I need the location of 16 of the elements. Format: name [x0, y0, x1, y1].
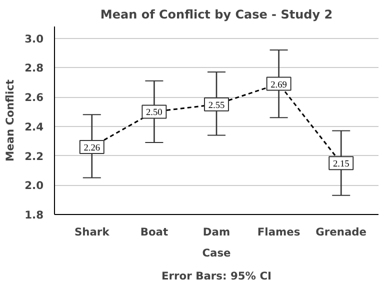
x-tick-label: Boat: [140, 226, 168, 238]
y-tick-label: 1.8: [24, 208, 44, 222]
y-tick-label: 2.6: [24, 91, 44, 104]
x-tick-label: Dam: [202, 226, 230, 238]
x-tick-label: Grenade: [316, 226, 367, 238]
y-axis-title: Mean Conflict: [4, 79, 17, 162]
x-tick-label: Shark: [74, 226, 110, 238]
x-axis-title: Case: [202, 246, 231, 260]
text: Error Bars: 95% CI: [162, 270, 272, 282]
chart-title: Mean of Conflict by Case - Study 2: [100, 8, 333, 22]
y-tick-label: 2.4: [24, 120, 44, 134]
y-tick-label: 2.0: [24, 179, 44, 192]
y-tick-label: 2.2: [24, 150, 44, 163]
x-tick-label: Flames: [257, 226, 300, 238]
y-tick-label: 2.8: [24, 62, 44, 75]
y-tick-label: 3.0: [24, 32, 44, 46]
